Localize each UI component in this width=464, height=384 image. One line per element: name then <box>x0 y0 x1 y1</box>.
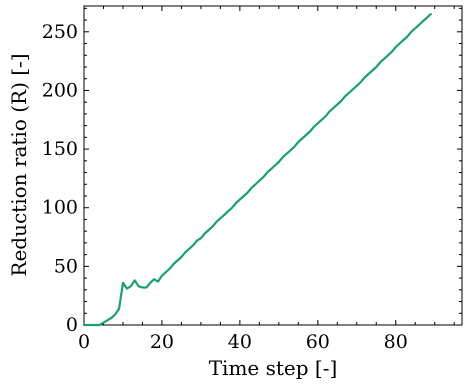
x-tick-labels: 0 20 40 60 80 <box>78 331 408 353</box>
y-tick-label: 200 <box>42 79 78 101</box>
series-line <box>82 13 432 327</box>
y-tick-label: 150 <box>42 138 78 160</box>
plot-frame <box>83 5 463 326</box>
y-tick-label: 250 <box>42 21 78 43</box>
x-tick-label: 80 <box>384 331 408 353</box>
x-axis-label: Time step [-] <box>209 356 338 380</box>
y-tick-label: 100 <box>42 197 78 219</box>
x-tick-label: 60 <box>306 331 330 353</box>
x-tick-label: 0 <box>78 331 90 353</box>
x-tick-label: 20 <box>150 331 174 353</box>
series-group <box>82 13 432 327</box>
y-tick-labels: 0 50 100 150 200 250 <box>42 21 78 336</box>
y-tick-label: 0 <box>66 314 78 336</box>
x-tick-label: 40 <box>228 331 252 353</box>
x-ticks <box>83 6 455 325</box>
y-axis-label: Reduction ratio (R) [-] <box>7 53 31 276</box>
y-tick-label: 50 <box>54 255 78 277</box>
